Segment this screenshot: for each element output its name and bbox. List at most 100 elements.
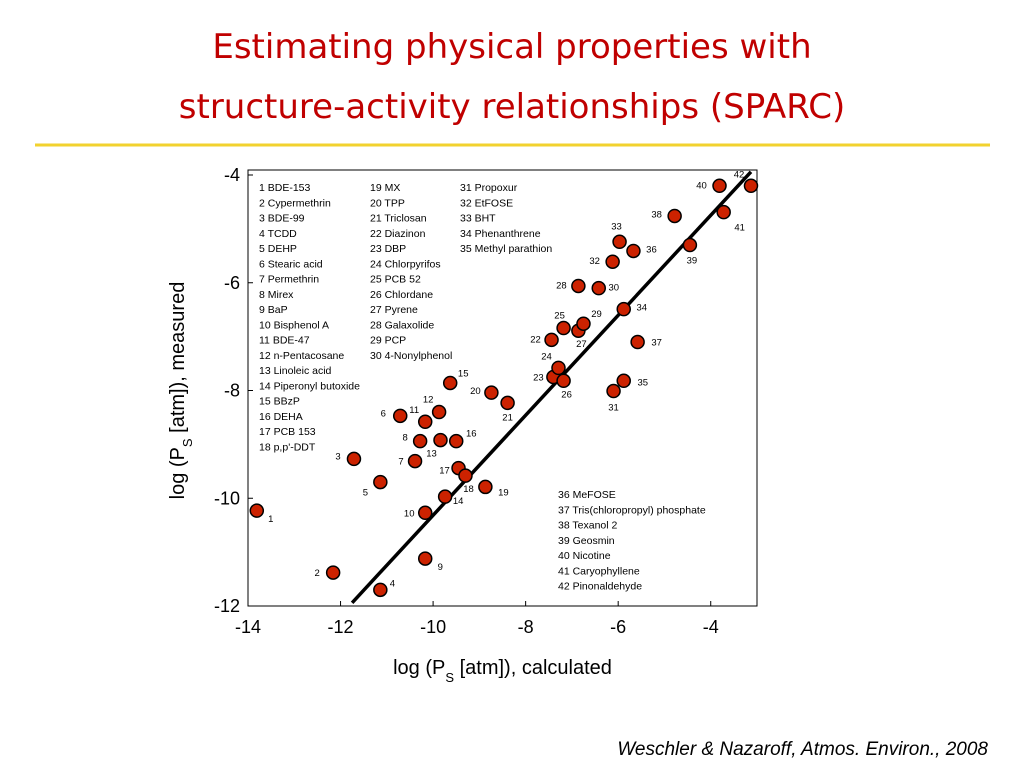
x-tick-label: -6 — [610, 617, 626, 637]
point — [373, 474, 388, 490]
point — [346, 451, 362, 467]
point-label: 23 — [533, 373, 544, 384]
compound-entry: 13 Linoleic acid — [259, 365, 332, 377]
compound-entry: 40 Nicotine — [558, 550, 611, 562]
compound-entry: 18 p,p'-DDT — [259, 441, 316, 453]
point — [626, 243, 641, 259]
compound-entry: 7 Permethrin — [259, 274, 319, 286]
point — [500, 395, 515, 411]
point-label: 10 — [404, 508, 415, 519]
axis-label-part: log (P — [393, 657, 445, 679]
compound-entry: 25 PCB 52 — [370, 274, 421, 286]
point-label: 25 — [554, 311, 565, 322]
point — [551, 360, 566, 376]
point — [612, 234, 627, 250]
x-tick-label: -4 — [703, 617, 719, 637]
point-label: 2 — [314, 568, 319, 579]
compound-entry: 3 BDE-99 — [259, 213, 305, 225]
compound-entry: 39 Geosmin — [558, 535, 615, 547]
point-label: 41 — [734, 223, 745, 234]
y-tick-label: -10 — [214, 488, 240, 508]
y-tick-label: -12 — [214, 596, 240, 616]
point-label: 34 — [636, 303, 647, 314]
point-label: 4 — [390, 578, 395, 589]
point — [392, 408, 408, 424]
compound-entry: 16 DEHA — [259, 411, 303, 423]
compound-entry: 29 PCP — [370, 335, 406, 347]
point-label: 15 — [458, 368, 469, 379]
compound-entry: 26 Chlordane — [370, 289, 433, 301]
compound-entry: 2 Cypermethrin — [259, 197, 331, 209]
compound-entry: 19 MX — [370, 182, 400, 194]
compound-entry: 5 DEHP — [259, 243, 297, 255]
compound-entry: 24 Chlorpyrifos — [370, 258, 441, 270]
compound-entry: 14 Piperonyl butoxide — [259, 380, 360, 392]
title-line: structure-activity relationships (SPARC) — [179, 87, 845, 127]
point-label: 29 — [591, 309, 602, 320]
point — [417, 505, 433, 521]
point — [484, 385, 499, 400]
compound-entry: 38 Texanol 2 — [558, 520, 618, 532]
axis-label-part: S — [180, 438, 195, 447]
point — [249, 503, 265, 518]
point — [571, 278, 586, 294]
point — [556, 373, 571, 389]
point-label: 22 — [530, 334, 541, 345]
compound-entry: 34 Phenanthrene — [460, 228, 541, 240]
x-tick-label: -10 — [420, 617, 446, 637]
compound-entry: 4 TCDD — [259, 228, 297, 240]
point — [716, 204, 731, 220]
point — [437, 489, 453, 504]
point-label: 21 — [502, 412, 513, 423]
point-label: 20 — [470, 386, 481, 397]
compound-entry: 17 PCB 153 — [259, 426, 316, 438]
point — [373, 582, 388, 598]
compound-entry: 8 Mirex — [259, 289, 294, 301]
point — [448, 433, 464, 449]
axis-label-part: [atm]), calculated — [454, 657, 612, 679]
point — [616, 301, 631, 317]
point — [417, 551, 433, 566]
point — [544, 332, 559, 348]
point — [325, 565, 341, 580]
point — [458, 468, 473, 483]
axis-label: log (PS [atm]), measured — [167, 282, 195, 500]
point — [712, 178, 727, 194]
point — [431, 404, 447, 420]
point-label: 18 — [463, 484, 474, 495]
point-label: 36 — [646, 244, 657, 255]
compound-entry: 6 Stearic acid — [259, 258, 323, 270]
point-label: 42 — [734, 169, 745, 180]
point-label: 14 — [453, 496, 464, 507]
compound-entry: 31 Propoxur — [460, 182, 518, 194]
point-label: 28 — [556, 280, 567, 291]
point-label: 9 — [438, 562, 443, 573]
point-label: 30 — [608, 283, 619, 294]
point-label: 11 — [409, 405, 419, 416]
point-label: 35 — [637, 377, 648, 388]
y-tick-label: -4 — [224, 165, 240, 185]
compound-entry: 32 EtFOSE — [460, 197, 513, 209]
compound-entry: 42 Pinonaldehyde — [558, 581, 642, 593]
point-label: 16 — [466, 429, 477, 440]
point-label: 24 — [541, 351, 552, 362]
axis-label-part: S — [445, 670, 454, 685]
point-label: 1 — [268, 514, 273, 525]
point — [407, 453, 423, 469]
point-label: 37 — [651, 338, 662, 349]
point — [556, 320, 571, 336]
compound-entry: 11 BDE-47 — [259, 335, 310, 347]
axis-label-part: [atm]), measured — [167, 282, 189, 439]
axis-label-part: log (P — [167, 447, 189, 499]
compound-entry: 10 Bisphenol A — [259, 319, 329, 331]
point-label: 8 — [402, 433, 407, 444]
point-label: 33 — [611, 221, 622, 232]
point — [682, 237, 698, 253]
point — [605, 254, 620, 269]
point-label: 12 — [423, 395, 434, 406]
compound-entry: 12 n-Pentacosane — [259, 350, 344, 362]
point-label: 17 — [439, 466, 450, 477]
point — [743, 178, 759, 194]
compound-entry: 27 Pyrene — [370, 304, 418, 316]
